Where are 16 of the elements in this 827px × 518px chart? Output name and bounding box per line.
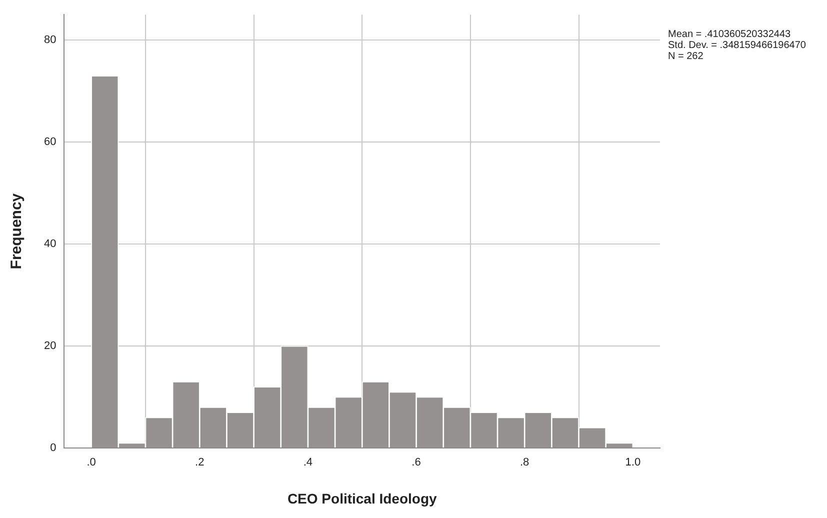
x-axis-title: CEO Political Ideology [287,490,438,506]
y-tick-label: 40 [44,238,56,250]
x-tick-label: .6 [412,456,421,469]
y-tick-label: 60 [44,136,56,148]
x-tick-label: 1.0 [625,456,641,469]
text: Std. Dev. = .348159466196470 [668,40,806,51]
x-tick-label: .2 [195,456,204,469]
x-tick-label: .0 [86,456,96,469]
x-tick-label: .8 [520,456,530,469]
x-tick-label: .4 [303,456,313,469]
text: Mean = .410360520332443 [668,29,792,40]
y-tick-label: 20 [44,340,56,352]
y-tick-label: 80 [44,34,56,46]
text: N = 262 [668,51,704,62]
y-axis-title: Frequency [8,192,26,270]
y-tick-label: 0 [50,442,56,454]
